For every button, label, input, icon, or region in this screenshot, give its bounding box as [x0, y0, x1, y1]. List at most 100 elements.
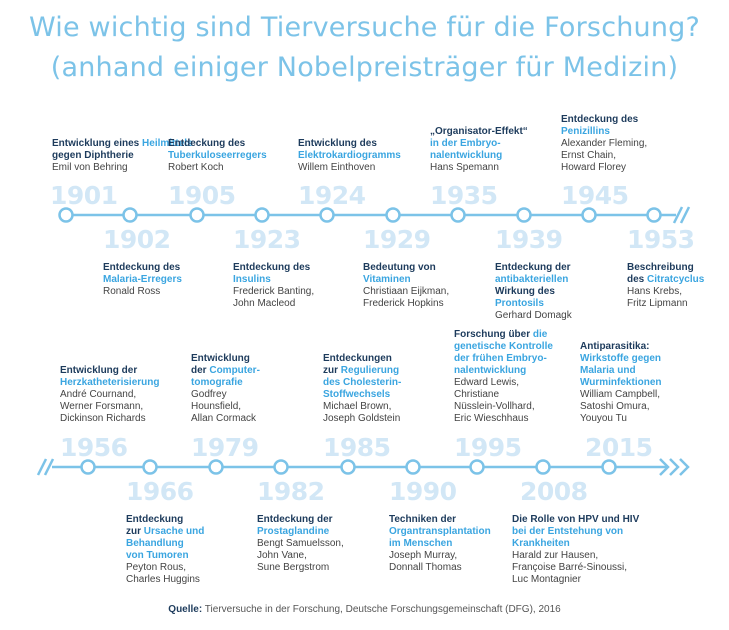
discovery-phrase: zur [126, 526, 144, 537]
milestone-label: Entdeckung des Tuberkuloseerregers Robert … [168, 138, 267, 174]
year-label: 1990 [389, 477, 457, 506]
discovery-phrase: Entdeckungen [323, 353, 392, 364]
year-label: 1956 [60, 433, 128, 462]
discovery-highlight: des Cholesterin- [323, 377, 402, 388]
timeline-dot [516, 207, 532, 223]
discovery-text: Entdeckung der [495, 262, 572, 274]
discovery-phrase: Entwicklung der [60, 365, 138, 376]
discovery-highlight: tomografie [191, 377, 243, 388]
source-label: Quelle: [168, 604, 203, 615]
discovery-text: Entdeckung des [233, 262, 314, 274]
discovery-text: bei der Entstehung von [512, 526, 639, 538]
discovery-text: Wirkstoffe gegen [580, 353, 661, 365]
discovery-highlight: Computer- [209, 365, 260, 376]
year-label: 1985 [323, 433, 391, 462]
year-label: 1966 [126, 477, 194, 506]
discovery-highlight: der frühen Embryo- [454, 353, 547, 364]
timeline-break-mark [36, 458, 48, 476]
laureate-name: Emil von Behring [52, 162, 128, 173]
milestone-label: „Organisator-Effekt“ in der Embryo-nalent… [430, 126, 528, 174]
timeline-dot [208, 459, 224, 475]
year-label: 2015 [585, 433, 653, 462]
laureate-name: Harald zur Hausen, [512, 550, 599, 561]
discovery-text: Die Rolle von HPV und HIV [512, 514, 639, 526]
year-label: 1995 [454, 433, 522, 462]
discovery-highlight: bei der Entstehung von [512, 526, 624, 537]
milestone-label: Entdeckung des Insulins Frederick Banting,… [233, 262, 314, 310]
discovery-text: zur Regulierung [323, 365, 401, 377]
discovery-text: Entdeckung [126, 514, 204, 526]
chevron-right-icon [659, 458, 670, 476]
discovery-text: Entwicklung der [60, 365, 159, 377]
discovery-text: des Citratcyclus [627, 274, 704, 286]
laureate-name: Robert Koch [168, 162, 224, 173]
discovery-text: Entdeckungen [323, 353, 401, 365]
discovery-phrase: der [191, 365, 210, 376]
milestone-label: Entdeckung der antibakteriellen Wirkung de… [495, 262, 572, 322]
discovery-text: Wurminfektionen [580, 377, 661, 389]
laureate-name: Allan Cormack [191, 413, 257, 424]
timeline-dot [58, 207, 74, 223]
discovery-highlight: die [532, 329, 548, 340]
discovery-highlight: Stoffwechsels [323, 389, 391, 400]
timeline-dot [581, 207, 597, 223]
laureate-name: Nüsslein-Vollhard, [454, 401, 535, 412]
discovery-text: des Cholesterin- [323, 377, 401, 389]
laureate-name: William Campbell, [580, 389, 661, 400]
discovery-highlight: im Menschen [389, 538, 453, 549]
laureate-name: Hans Spemann [430, 162, 499, 173]
year-label: 1979 [191, 433, 259, 462]
laureate-name: Joseph Goldstein [323, 413, 401, 424]
discovery-phrase: eines [113, 138, 143, 149]
discovery-phrase: Die Rolle von HPV und HIV [512, 514, 640, 525]
milestone-label: Entwicklung der Herzkatheterisierung André… [60, 365, 159, 425]
discovery-highlight: Penizillins [561, 126, 610, 137]
laureate-name: Fritz Lipmann [627, 298, 688, 309]
milestone-label: Entdeckung des Penizillins Alexander Flemi… [561, 114, 647, 174]
discovery-text: Krankheiten [512, 538, 639, 550]
discovery-highlight: antibakteriellen [495, 274, 569, 285]
year-label: 1902 [103, 225, 171, 254]
laureate-name: Charles Huggins [126, 574, 200, 585]
laureate-name: Godfrey [191, 389, 227, 400]
discovery-phrase: „Organisator-Effekt“ [430, 126, 528, 137]
discovery-phrase: Forschung über [454, 329, 533, 340]
timeline-dot [273, 459, 289, 475]
chevron-right-icon [679, 458, 690, 476]
laureate-name: Dickinson Richards [60, 413, 146, 424]
discovery-highlight: Wirkstoffe gegen [580, 353, 662, 364]
discovery-highlight: Regulierung [340, 365, 400, 376]
discovery-phrase: Entdeckung der [257, 514, 333, 525]
discovery-phrase: Entdeckung [126, 514, 184, 525]
discovery-phrase: Wirkung des [495, 286, 555, 297]
laureate-name: Alexander Fleming, [561, 138, 648, 149]
laureate-name: Peyton Rous, [126, 562, 187, 573]
laureate-name: Sune Bergstrom [257, 562, 330, 573]
discovery-text: Insulins [233, 274, 314, 286]
discovery-highlight: Behandlung [126, 538, 184, 549]
year-label: 1939 [495, 225, 563, 254]
laureate-name: Hans Krebs, [627, 286, 683, 297]
milestone-label: Entwicklung eines Heilmittels gegen Diph… [52, 138, 193, 174]
timeline-dot [385, 207, 401, 223]
discovery-highlight: Insulins [233, 274, 271, 285]
discovery-highlight: Malaria und [580, 365, 636, 376]
milestone-label: Forschung über die genetische Kontrolle de… [454, 329, 553, 425]
timeline-dot [122, 207, 138, 223]
laureate-name: Youyou Tu [580, 413, 627, 424]
milestone-label: Entdeckung des Malaria-Erregers Ronald Ros… [103, 262, 182, 298]
year-label: 1935 [430, 181, 498, 210]
timeline-dot [469, 459, 485, 475]
timeline-dot [601, 459, 617, 475]
discovery-text: nalentwicklung [454, 365, 553, 377]
discovery-text: Stoffwechsels [323, 389, 401, 401]
milestone-label: Entdeckung zur Ursache und Behandlung von T… [126, 514, 204, 586]
year-label: 1924 [298, 181, 366, 210]
milestone-label: Entwicklung der Computer-tomografie Godfre… [191, 353, 260, 425]
discovery-phrase: Entdeckung des [561, 114, 639, 125]
year-label: 1923 [233, 225, 301, 254]
year-label: 1982 [257, 477, 325, 506]
milestone-label: Entwicklung des Elektrokardiogramms Willem… [298, 138, 401, 174]
discovery-phrase: zur [323, 365, 341, 376]
